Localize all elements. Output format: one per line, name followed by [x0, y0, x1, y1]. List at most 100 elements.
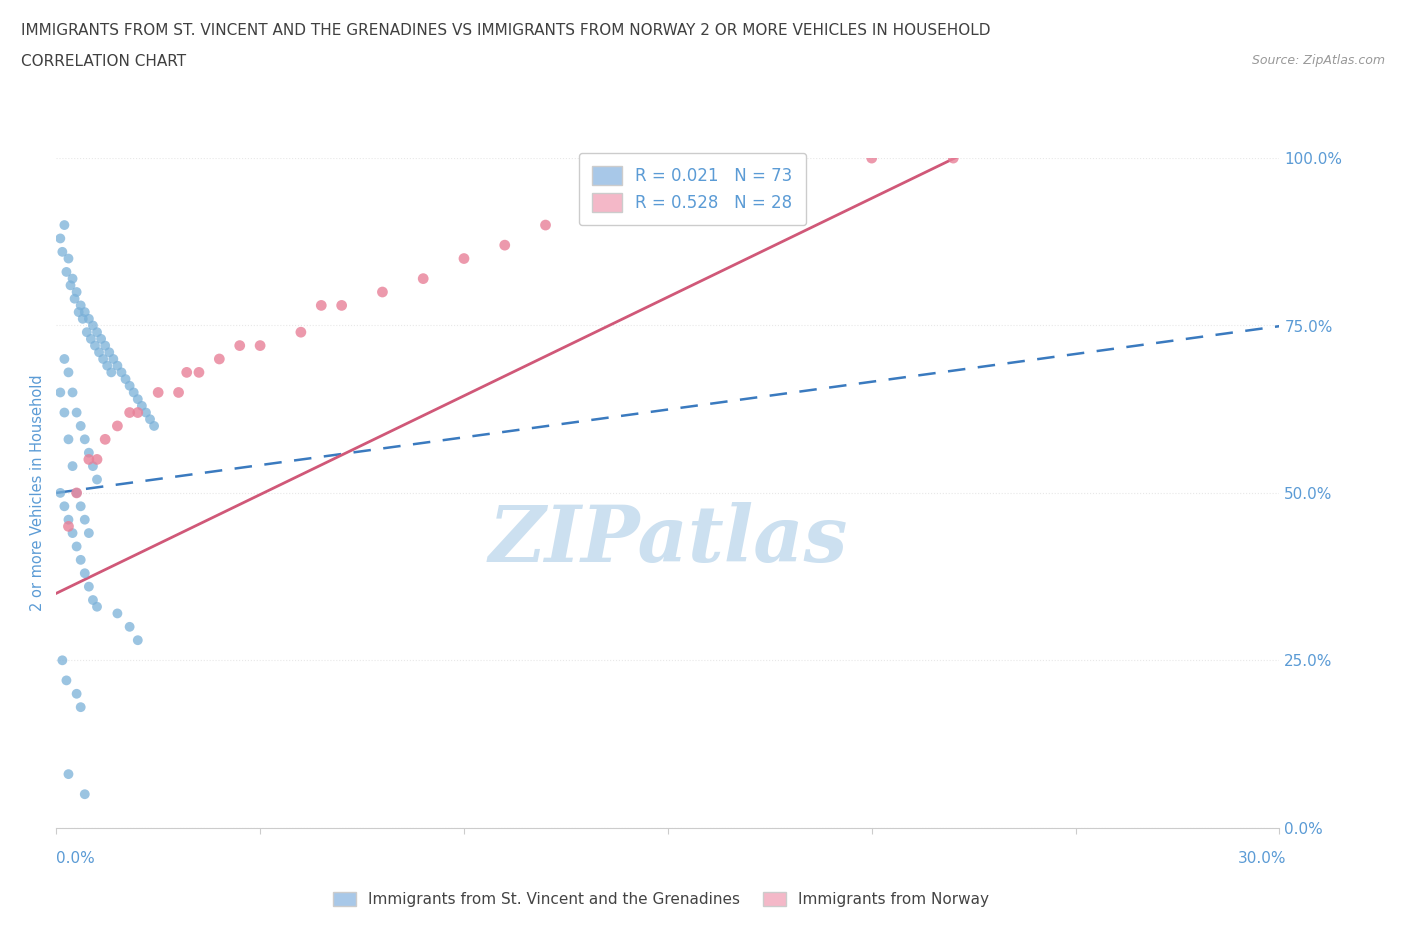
Point: [143, 418, 166, 433]
Point: [51, 245, 73, 259]
Point: [77, 312, 100, 326]
Point: [107, 358, 129, 373]
Point: [249, 339, 271, 353]
Point: [86, 599, 108, 614]
Point: [62, 458, 84, 473]
Point: [49, 385, 72, 400]
Point: [82, 458, 104, 473]
Text: 30.0%: 30.0%: [1239, 851, 1286, 866]
Point: [80, 331, 103, 346]
Point: [73, 565, 96, 580]
Point: [69, 498, 91, 513]
Point: [73, 432, 96, 446]
Point: [62, 525, 84, 540]
Point: [942, 151, 965, 166]
Point: [127, 632, 149, 647]
Point: [657, 184, 679, 199]
Point: [94, 432, 117, 446]
Point: [107, 418, 129, 433]
Point: [534, 218, 557, 232]
Point: [84, 339, 107, 353]
Point: [63, 291, 86, 306]
Point: [309, 298, 333, 312]
Point: [127, 392, 149, 406]
Point: [58, 365, 80, 379]
Point: [412, 272, 434, 286]
Point: [107, 606, 129, 621]
Point: [453, 251, 475, 266]
Point: [49, 485, 72, 500]
Point: [67, 305, 90, 320]
Point: [118, 619, 141, 634]
Point: [135, 405, 157, 420]
Point: [77, 445, 100, 460]
Point: [77, 452, 100, 467]
Point: [575, 205, 598, 219]
Point: [53, 218, 76, 232]
Point: [114, 372, 136, 387]
Point: [69, 552, 91, 567]
Point: [76, 325, 98, 339]
Point: [122, 385, 145, 400]
Text: 0.0%: 0.0%: [56, 851, 96, 866]
Point: [118, 379, 141, 393]
Point: [59, 278, 82, 293]
Point: [82, 592, 104, 607]
Point: [69, 699, 91, 714]
Point: [860, 151, 883, 166]
Point: [371, 285, 394, 299]
Legend: R = 0.021   N = 73, R = 0.528   N = 28: R = 0.021 N = 73, R = 0.528 N = 28: [579, 153, 806, 225]
Point: [86, 472, 108, 487]
Point: [127, 405, 149, 420]
Point: [66, 405, 87, 420]
Point: [53, 405, 76, 420]
Point: [94, 339, 117, 353]
Point: [90, 331, 112, 346]
Point: [167, 385, 190, 400]
Point: [66, 285, 87, 299]
Point: [72, 312, 94, 326]
Point: [290, 325, 312, 339]
Point: [66, 485, 87, 500]
Point: [139, 412, 162, 427]
Text: IMMIGRANTS FROM ST. VINCENT AND THE GRENADINES VS IMMIGRANTS FROM NORWAY 2 OR MO: IMMIGRANTS FROM ST. VINCENT AND THE GREN…: [21, 23, 991, 38]
Point: [87, 345, 110, 360]
Point: [66, 485, 87, 500]
Point: [176, 365, 198, 379]
Point: [69, 418, 91, 433]
Point: [66, 686, 87, 701]
Point: [53, 352, 76, 366]
Point: [62, 272, 84, 286]
Point: [66, 539, 87, 554]
Legend: Immigrants from St. Vincent and the Grenadines, Immigrants from Norway: Immigrants from St. Vincent and the Gren…: [326, 885, 995, 913]
Point: [494, 238, 516, 253]
Y-axis label: 2 or more Vehicles in Household: 2 or more Vehicles in Household: [30, 375, 45, 611]
Point: [208, 352, 231, 366]
Point: [73, 305, 96, 320]
Point: [188, 365, 211, 379]
Point: [73, 787, 96, 802]
Point: [58, 519, 80, 534]
Point: [131, 398, 153, 413]
Point: [58, 512, 80, 527]
Point: [86, 452, 108, 467]
Text: CORRELATION CHART: CORRELATION CHART: [21, 54, 186, 69]
Point: [228, 339, 252, 353]
Point: [100, 365, 122, 379]
Point: [98, 345, 121, 360]
Point: [62, 385, 84, 400]
Point: [118, 405, 141, 420]
Text: ZIPatlas: ZIPatlas: [488, 501, 848, 578]
Point: [86, 325, 108, 339]
Point: [103, 352, 125, 366]
Point: [148, 385, 170, 400]
Point: [77, 525, 100, 540]
Point: [96, 358, 118, 373]
Point: [58, 766, 80, 781]
Point: [49, 231, 72, 246]
Text: Source: ZipAtlas.com: Source: ZipAtlas.com: [1251, 54, 1385, 67]
Point: [55, 673, 77, 688]
Point: [73, 512, 96, 527]
Point: [69, 298, 91, 312]
Point: [77, 579, 100, 594]
